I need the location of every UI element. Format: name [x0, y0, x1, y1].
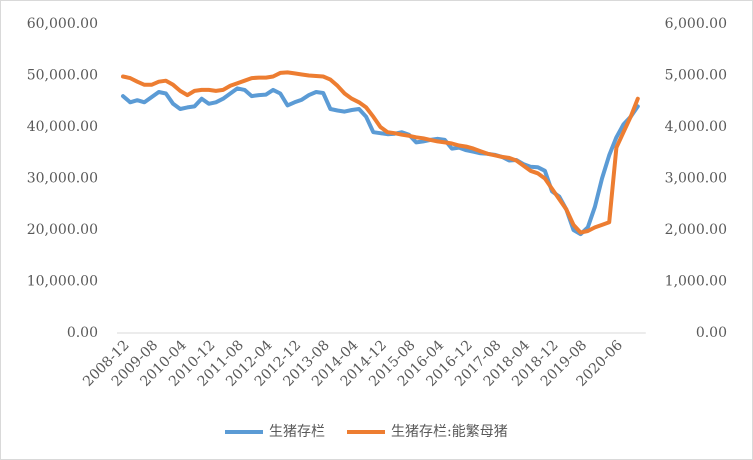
y2-tick-label: 3,000.00 [665, 171, 727, 187]
y2-tick-label: 1,000.00 [665, 274, 727, 290]
y2-tick-label: 5,000.00 [665, 68, 727, 84]
y2-tick-label: 6,000.00 [665, 16, 727, 32]
y-tick-label: 30,000.00 [27, 171, 98, 187]
y2-tick-label: 0.00 [696, 325, 727, 341]
y-tick-label: 60,000.00 [27, 16, 98, 32]
y-tick-label: 40,000.00 [27, 119, 98, 135]
y2-tick-label: 4,000.00 [665, 119, 727, 135]
legend-label: 生猪存栏:能繁母猪 [391, 424, 508, 440]
y-tick-label: 20,000.00 [27, 222, 98, 238]
legend-label: 生猪存栏 [269, 424, 325, 440]
y-tick-label: 10,000.00 [27, 274, 98, 290]
y-tick-label: 50,000.00 [27, 68, 98, 84]
line-series [121, 70, 640, 235]
y2-tick-label: 2,000.00 [665, 222, 727, 238]
y-tick-label: 0.00 [67, 325, 98, 341]
